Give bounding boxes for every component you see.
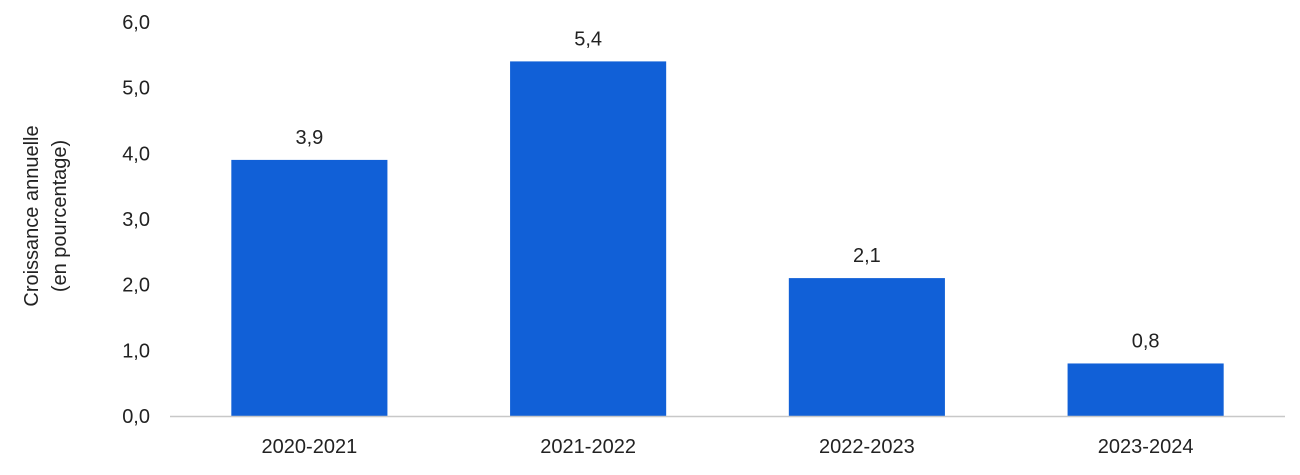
bar — [231, 159, 388, 416]
y-tick-label: 1,0 — [122, 340, 150, 362]
data-labels: 3,9 5,4 2,1 0,8 — [295, 28, 1159, 352]
data-label: 2,1 — [853, 245, 881, 267]
y-tick-label: 4,0 — [122, 143, 150, 165]
bar — [788, 278, 945, 416]
x-tick-label: 2023-2024 — [1098, 436, 1194, 458]
y-axis-ticks: 0,0 1,0 2,0 3,0 4,0 5,0 6,0 — [122, 12, 150, 428]
y-axis-label: Croissance annuelle (en pourcentage) — [21, 125, 71, 306]
y-tick-label: 3,0 — [122, 209, 150, 231]
y-axis-label-line-2: (en pourcentage) — [49, 140, 71, 292]
y-tick-label: 5,0 — [122, 78, 150, 100]
bars — [231, 61, 1224, 417]
x-tick-label: 2021-2022 — [540, 436, 636, 458]
y-axis-label-line-1: Croissance annuelle — [21, 125, 43, 306]
data-label: 3,9 — [295, 127, 323, 149]
x-tick-label: 2022-2023 — [819, 436, 915, 458]
data-label: 0,8 — [1132, 330, 1160, 352]
x-axis-ticks: 2020-2021 2021-2022 2022-2023 2023-2024 — [262, 436, 1194, 458]
bar — [510, 61, 667, 417]
y-tick-label: 6,0 — [122, 12, 150, 34]
data-label: 5,4 — [574, 28, 602, 50]
bar — [1067, 363, 1224, 416]
y-tick-label: 2,0 — [122, 275, 150, 297]
x-tick-label: 2020-2021 — [262, 436, 358, 458]
y-tick-label: 0,0 — [122, 406, 150, 428]
